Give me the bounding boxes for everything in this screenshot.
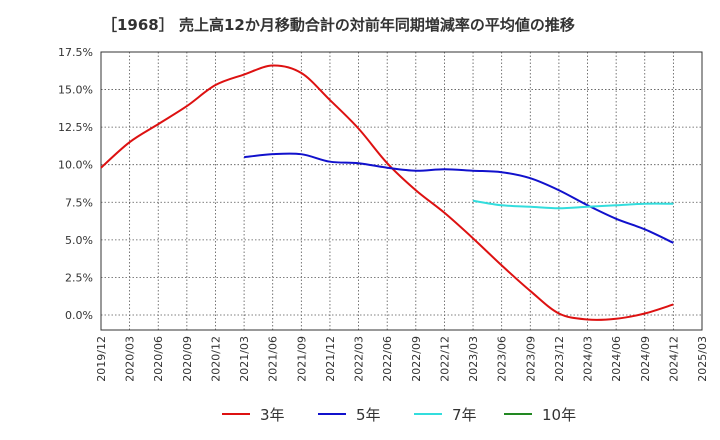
legend-swatch-7y: [414, 413, 442, 415]
legend-swatch-5y: [318, 413, 346, 415]
x-tick-label: 2024/12: [667, 336, 680, 382]
axes: [100, 51, 703, 331]
legend-swatch-3y: [222, 413, 250, 415]
legend-item-10y: 10年: [504, 402, 576, 426]
y-tick-label: 17.5%: [58, 46, 93, 59]
legend-item-3y: 3年: [222, 402, 285, 426]
series-lines: [100, 64, 674, 321]
chart-title: ［1968］ 売上高12か月移動合計の対前年同期増減率の平均値の推移: [102, 16, 575, 34]
x-tick-label: 2022/03: [353, 336, 366, 382]
x-tick-label: 2023/12: [553, 336, 566, 382]
series-line-0: [100, 64, 674, 321]
y-tick-label: 0.0%: [65, 309, 93, 322]
x-tick-label: 2023/06: [496, 336, 509, 382]
legend-label-5y: 5年: [356, 405, 381, 424]
legend-label-10y: 10年: [542, 405, 577, 424]
plot-frame: [100, 51, 703, 331]
x-tick-label: 2024/09: [639, 336, 652, 382]
x-tick-label: 2021/12: [324, 336, 337, 382]
y-tick-label: 5.0%: [65, 234, 93, 247]
y-tick-label: 15.0%: [58, 84, 93, 97]
series-line-2: [472, 199, 674, 210]
legend-item-7y: 7年: [414, 402, 477, 426]
y-tick-label: 2.5%: [65, 271, 93, 284]
x-tick-label: 2019/12: [95, 336, 108, 382]
x-tick-label: 2021/03: [238, 336, 251, 382]
x-tick-label: 2020/06: [152, 336, 165, 382]
x-tick-label: 2022/12: [438, 336, 451, 382]
legend-label-3y: 3年: [260, 405, 285, 424]
x-tick-label: 2020/12: [209, 336, 222, 382]
x-tick-label: 2023/03: [467, 336, 480, 382]
y-tick-label: 7.5%: [65, 196, 93, 209]
grid: [100, 51, 703, 330]
x-tick-label: 2024/03: [582, 336, 595, 382]
x-tick-label: 2020/03: [124, 336, 137, 382]
legend-label-7y: 7年: [452, 405, 477, 424]
x-tick-label: 2025/03: [696, 336, 709, 382]
legend-swatch-10y: [504, 413, 532, 415]
legend-item-5y: 5年: [318, 402, 381, 426]
x-tick-label: 2021/09: [295, 336, 308, 382]
x-tick-label: 2022/06: [381, 336, 394, 382]
x-tick-label: 2022/09: [410, 336, 423, 382]
x-tick-label: 2020/09: [181, 336, 194, 382]
legend: 3年 5年 7年 10年: [0, 402, 720, 426]
x-tick-label: 2023/09: [524, 336, 537, 382]
y-tick-label: 12.5%: [58, 121, 93, 134]
x-tick-label: 2024/06: [610, 336, 623, 382]
x-tick-label: 2021/06: [267, 336, 280, 382]
y-tick-label: 10.0%: [58, 159, 93, 172]
tick-labels: 2019/12 2020/03 2020/06 2020/09 2020/12 2021/…: [58, 46, 709, 382]
series-line-1: [243, 152, 674, 244]
